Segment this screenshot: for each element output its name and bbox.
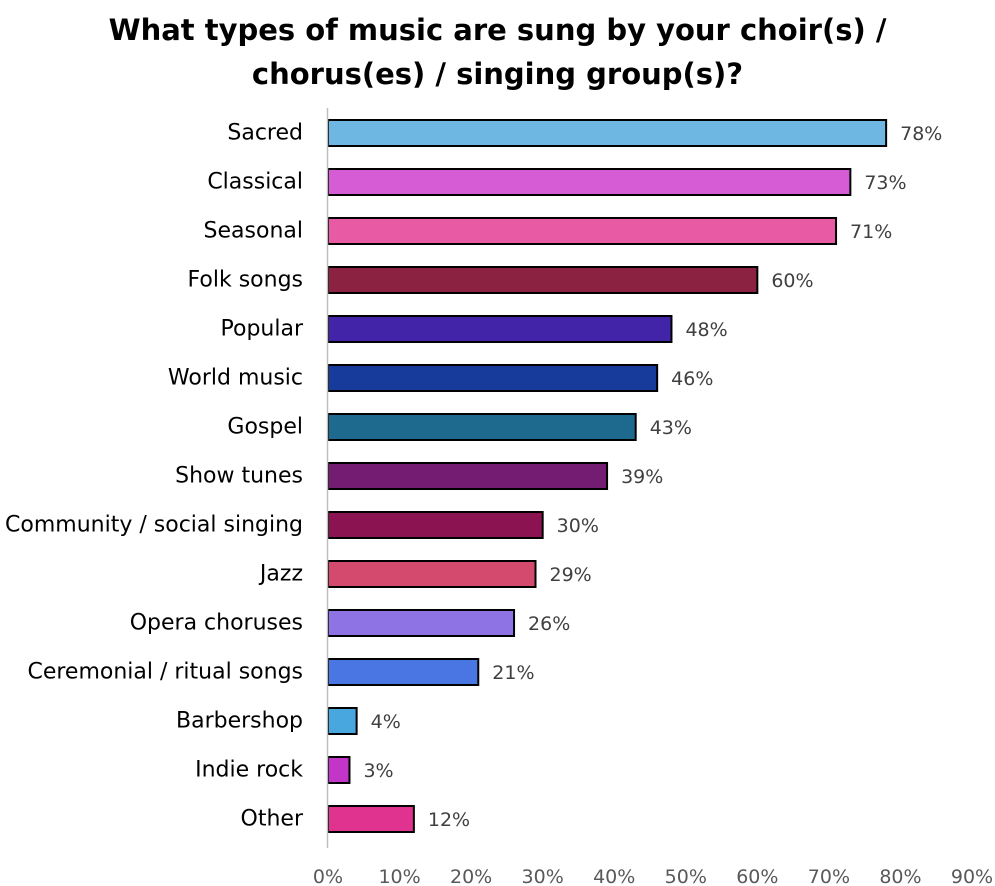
bar-4 — [327, 266, 759, 294]
bar-15 — [327, 805, 415, 833]
category-label: Barbershop — [176, 709, 303, 734]
category-label: Jazz — [258, 562, 303, 587]
category-label: Classical — [207, 170, 303, 195]
value-label: 12% — [428, 809, 470, 831]
value-label: 78% — [900, 123, 942, 145]
chart-title: What types of music are sung by your cho… — [108, 13, 887, 91]
value-label: 30% — [557, 515, 599, 537]
value-label: 39% — [621, 466, 663, 488]
x-tick-label: 60% — [736, 866, 778, 886]
x-tick-label: 30% — [522, 866, 564, 886]
bar-10 — [327, 560, 537, 588]
category-label: World music — [168, 366, 303, 391]
x-tick-label: 80% — [879, 866, 921, 886]
x-tick-label: 40% — [593, 866, 635, 886]
bar-5 — [327, 315, 673, 343]
value-label: 29% — [550, 564, 592, 586]
value-label: 46% — [671, 368, 713, 390]
category-label: Popular — [221, 317, 304, 342]
bar-2 — [327, 168, 852, 196]
category-label: Seasonal — [204, 219, 303, 244]
bar-13 — [327, 707, 358, 735]
value-label: 21% — [492, 662, 534, 684]
bar-6 — [327, 364, 659, 392]
value-label: 48% — [685, 319, 727, 341]
x-tick-label: 20% — [450, 866, 492, 886]
category-label: Ceremonial / ritual songs — [27, 660, 303, 685]
value-label: 71% — [850, 221, 892, 243]
x-tick-label: 70% — [808, 866, 850, 886]
bar-12 — [327, 658, 480, 686]
bar-1 — [327, 119, 888, 147]
bar-8 — [327, 462, 609, 490]
value-label: 3% — [363, 760, 393, 782]
x-tick-label: 10% — [378, 866, 420, 886]
category-label: Folk songs — [188, 268, 303, 293]
x-tick-label: 0% — [313, 866, 343, 886]
value-label: 73% — [864, 172, 906, 194]
bar-11 — [327, 609, 516, 637]
category-label: Gospel — [227, 415, 303, 440]
category-label: Community / social singing — [5, 513, 303, 538]
category-label: Indie rock — [195, 758, 303, 783]
category-label: Other — [241, 807, 304, 832]
chart-title-wrap: What types of music are sung by your cho… — [0, 8, 995, 96]
bar-3 — [327, 217, 838, 245]
x-tick-label: 50% — [665, 866, 707, 886]
bar-14 — [327, 756, 351, 784]
bar-9 — [327, 511, 544, 539]
category-label: Show tunes — [175, 464, 303, 489]
bar-7 — [327, 413, 637, 441]
category-label: Opera choruses — [130, 611, 303, 636]
value-label: 4% — [371, 711, 401, 733]
category-label: Sacred — [227, 121, 303, 146]
value-label: 26% — [528, 613, 570, 635]
value-label: 43% — [650, 417, 692, 439]
value-label: 60% — [771, 270, 813, 292]
x-tick-label: 90% — [951, 866, 993, 886]
